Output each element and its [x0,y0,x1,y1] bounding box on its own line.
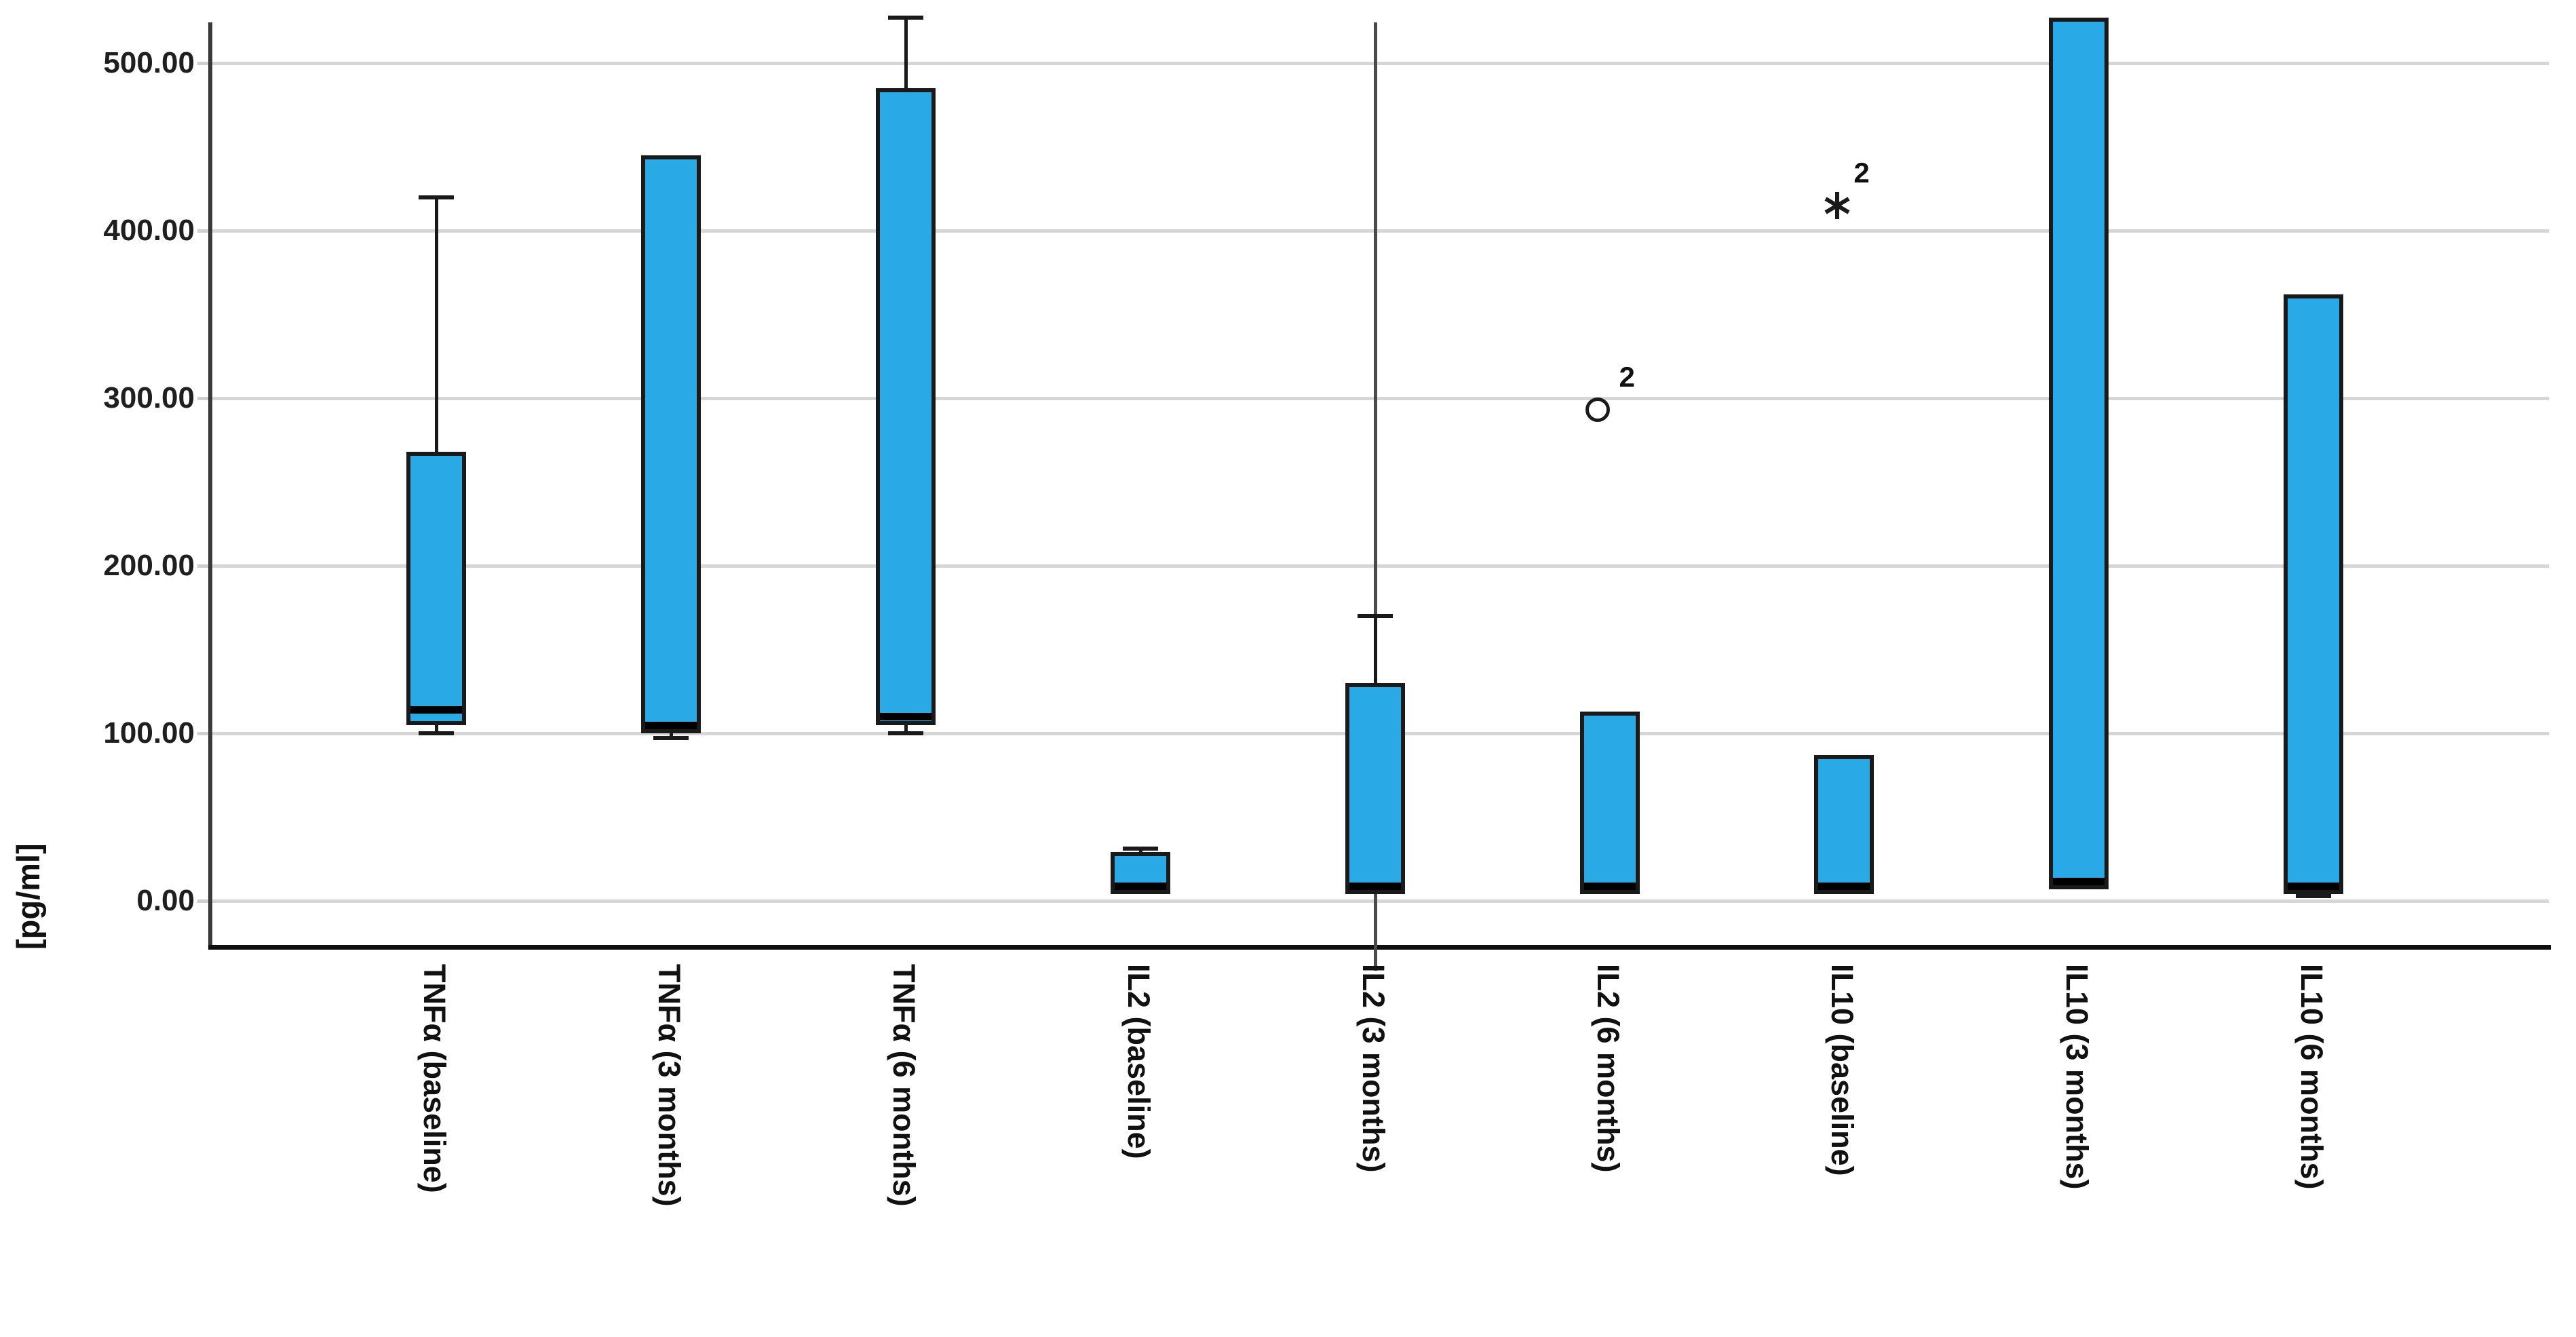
y-tick-label: 200.00 [103,549,195,582]
x-tick-label: IL10 (3 months) [2060,964,2095,1190]
median-line [1818,883,1870,891]
gridline [208,397,2549,400]
lower-whisker-cap [419,731,454,735]
upper-whisker-cap [1122,847,1158,851]
boxplot-box [1579,711,1640,895]
upper-whisker-cap [419,195,454,199]
y-tick-mark [197,397,208,400]
boxplot-box [875,88,936,725]
upper-whisker-line [1373,616,1377,683]
y-tick-mark [197,732,208,735]
y-tick-label: 300.00 [103,381,195,414]
x-tick-label: IL10 (baseline) [1825,964,1860,1176]
gridline [208,229,2549,233]
x-tick-label: TNFα (3 months) [651,964,687,1207]
lower-whisker-line [435,724,438,733]
x-tick-label: IL2 (3 months) [1356,964,1391,1173]
median-line [1583,883,1636,891]
y-tick-label: 400.00 [103,214,195,247]
x-axis-line [208,945,2551,950]
reference-line [1373,22,1377,971]
upper-whisker-cap [887,16,923,20]
boxplot-box [640,155,701,733]
outlier-count-label: 2 [1853,156,1870,189]
boxplot-box [2049,18,2109,889]
median-line [2053,877,2105,885]
outlier-circle [1585,398,1610,423]
boxplot-box [2284,294,2344,895]
upper-whisker-cap [1357,614,1393,619]
y-tick-label: 0.00 [136,884,195,917]
y-axis-title: [pg/ml] [10,843,46,950]
median-line [1114,883,1166,891]
x-tick-label: IL2 (6 months) [1590,964,1626,1173]
median-line [645,722,697,729]
boxplot-box [1345,682,1405,895]
lower-whisker-line [904,724,908,733]
median-line [879,713,931,721]
median-line [410,706,462,714]
y-tick-mark [197,899,208,903]
y-tick-label: 500.00 [103,46,195,79]
x-tick-label: IL2 (baseline) [1121,964,1156,1159]
gridline [208,564,2549,568]
lower-whisker-cap [887,731,923,735]
outlier-asterisk [1822,191,1852,224]
upper-whisker-line [435,197,438,452]
gridline [208,62,2549,65]
y-tick-mark [197,564,208,568]
median-line [1349,883,1401,891]
x-tick-label: IL10 (6 months) [2294,964,2330,1190]
gridline [208,899,2549,903]
y-tick-label: 100.00 [103,716,195,750]
boxplot-box [1814,755,1875,895]
y-axis-line [208,22,212,949]
x-tick-label: TNFα (baseline) [417,964,452,1193]
x-tick-label: TNFα (6 months) [886,964,921,1207]
y-tick-mark [197,62,208,65]
median-line [2288,883,2340,891]
lower-whisker-cap [653,736,689,741]
boxplot-box [406,452,466,725]
lower-whisker-cap [2296,893,2332,898]
upper-whisker-line [904,18,908,89]
y-tick-mark [197,229,208,233]
lower-whisker-line [669,733,673,739]
outlier-count-label: 2 [1619,361,1635,393]
